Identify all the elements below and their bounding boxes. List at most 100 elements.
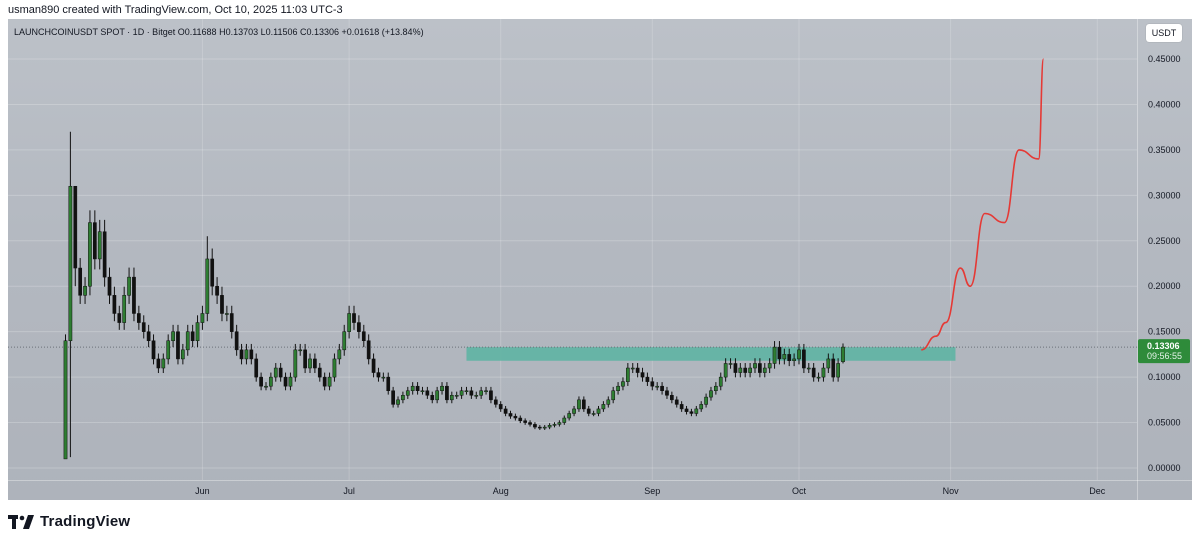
currency-button[interactable]: USDT [1146, 24, 1182, 42]
candle-body [396, 399, 400, 405]
candle-body [357, 322, 361, 332]
candle-body [303, 349, 307, 369]
candle-body [298, 349, 303, 352]
candle-body [714, 385, 718, 391]
candle-body [723, 363, 728, 378]
y-tick-label: 0.15000 [1148, 327, 1181, 337]
candle-body [234, 331, 239, 351]
candle-body [694, 408, 699, 414]
brand: TradingView [8, 513, 130, 530]
candle-body [841, 346, 845, 363]
candle-body [650, 381, 655, 387]
candle-body [342, 331, 347, 351]
candle-body [537, 426, 542, 429]
candle-body [391, 390, 395, 405]
candle-body [718, 376, 723, 387]
candle-body [821, 367, 826, 378]
candle-body [401, 395, 405, 401]
candle-body [493, 399, 498, 405]
candle-body [425, 390, 430, 396]
candle-body [264, 385, 268, 388]
y-tick-label: 0.25000 [1148, 236, 1181, 246]
candle-body [151, 340, 156, 360]
candle-body [567, 413, 572, 419]
candle-body [782, 354, 787, 360]
candle-body [200, 313, 205, 323]
candle-body [371, 358, 376, 373]
candle-body [190, 331, 195, 342]
candle-body [684, 408, 689, 412]
symbol-legend[interactable]: LAUNCHCOINUSDT SPOT · 1D · Bitget O0.116… [14, 27, 424, 37]
candle-body [273, 367, 278, 378]
candle-body [562, 417, 567, 423]
candle-body [249, 349, 254, 360]
candle-body [454, 395, 459, 397]
candle-body [220, 295, 224, 314]
candle-body [709, 390, 713, 398]
chart-attribution: usman890 created with TradingView.com, O… [8, 4, 343, 16]
candle-body [449, 395, 454, 401]
candle-body [63, 340, 68, 460]
candle-body [322, 376, 327, 387]
candle-body [474, 395, 479, 397]
chart-pane[interactable]: 0.45000 0.40000 0.35000 0.30000 0.25000 0.200… [8, 19, 1192, 500]
candle-body [141, 322, 146, 332]
x-tick-label: Oct [792, 486, 807, 496]
candle-body [376, 372, 381, 378]
candle-body [254, 358, 259, 378]
candle-body [518, 417, 523, 421]
candle-body [381, 376, 386, 379]
candle-body [552, 424, 557, 426]
candle-body [127, 276, 131, 296]
candle-body [459, 390, 464, 396]
candle-body [816, 376, 821, 379]
candle-body [836, 363, 840, 378]
candle-body [269, 376, 273, 387]
candle-body [132, 276, 136, 314]
candle-body [293, 349, 298, 378]
candle-body [92, 222, 97, 260]
candle-body [210, 258, 215, 287]
candle-body [513, 415, 518, 419]
candle-body [176, 331, 180, 360]
candle-body [596, 408, 601, 414]
candle-body [826, 358, 831, 369]
candle-body [366, 340, 371, 360]
candle-body [660, 385, 664, 391]
candle-body [528, 422, 532, 425]
candle-body [792, 358, 796, 362]
candle-body [156, 358, 161, 369]
candle-body [73, 185, 78, 269]
candle-body [112, 295, 117, 314]
candle-body [352, 313, 356, 323]
x-tick-label: Dec [1089, 486, 1106, 496]
candle-body [523, 420, 528, 423]
candle-body [748, 367, 752, 373]
candle-body [581, 399, 586, 410]
candle-body [97, 231, 102, 260]
candle-body [811, 367, 816, 378]
candle-body [806, 367, 811, 370]
x-tick-label: Jul [343, 486, 355, 496]
candle-body [679, 404, 684, 410]
candle-body [83, 285, 87, 296]
candle-body [430, 395, 435, 401]
candle-body [704, 396, 708, 405]
candle-body [415, 385, 420, 391]
candle-body [630, 367, 635, 370]
demand-zone [466, 347, 956, 361]
current-price-badge [1138, 339, 1190, 364]
candle-body [317, 367, 322, 378]
candle-body [259, 376, 263, 387]
candle-body [205, 258, 210, 314]
candle-body [283, 376, 288, 387]
candle-body [728, 363, 733, 365]
price-chart[interactable]: 0.45000 0.40000 0.35000 0.30000 0.25000 0.200… [8, 19, 1192, 500]
candle-body [498, 404, 503, 410]
candle-body [195, 322, 200, 342]
candle-body [665, 390, 669, 396]
candle-body [166, 340, 171, 360]
candle-body [386, 376, 391, 391]
tradingview-logo-icon [8, 514, 34, 529]
candle-body [577, 399, 581, 410]
